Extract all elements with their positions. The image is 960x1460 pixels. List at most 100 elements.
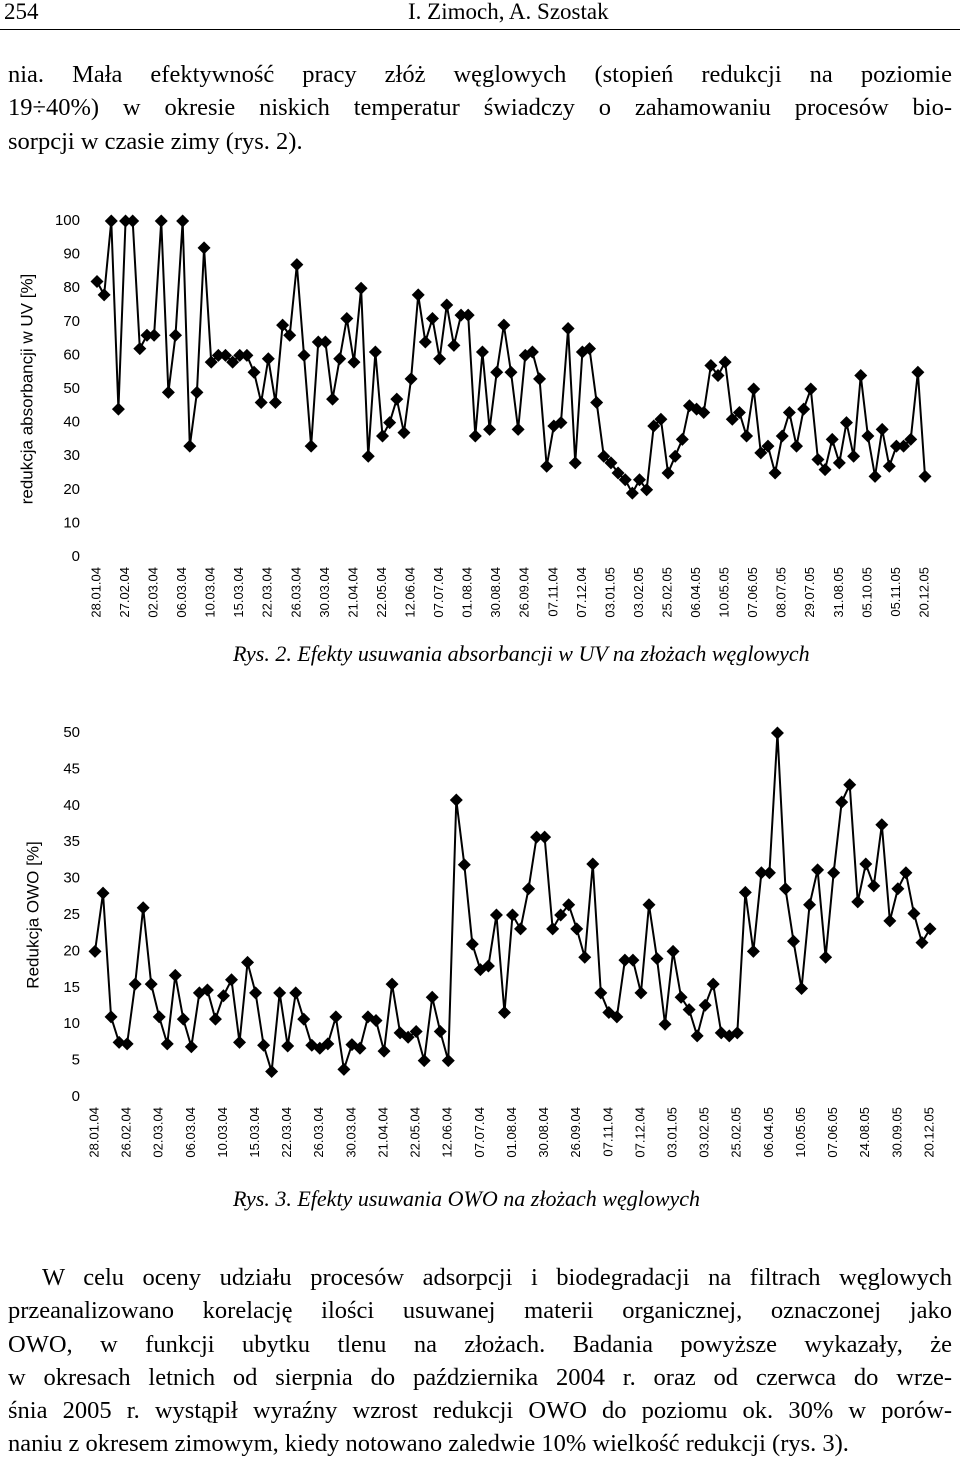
x-tick-label: 03.02.05 xyxy=(631,567,646,618)
data-point xyxy=(811,863,825,877)
x-tick-label: 21.04.04 xyxy=(375,1107,390,1158)
data-point xyxy=(706,977,720,991)
data-point xyxy=(625,486,639,500)
data-point xyxy=(918,469,932,483)
x-tick-label: 05.10.05 xyxy=(859,567,874,618)
data-point xyxy=(682,1003,696,1017)
data-point xyxy=(197,241,211,255)
data-point xyxy=(497,318,511,332)
data-point xyxy=(568,456,582,470)
data-point xyxy=(147,328,161,342)
x-tick-label: 12.06.04 xyxy=(440,1107,455,1158)
data-point xyxy=(640,483,654,497)
data-point xyxy=(257,1038,271,1052)
data-point xyxy=(390,392,404,406)
data-point xyxy=(825,432,839,446)
data-point xyxy=(161,385,175,399)
text-line: nia. Mała efektywność pracy złóż węglowy… xyxy=(8,61,952,88)
data-point xyxy=(152,1010,166,1024)
x-tick-label: 03.02.05 xyxy=(697,1107,712,1158)
data-point xyxy=(875,818,889,832)
text-line: OWO, w funkcji ubytku tlenu na złożach. … xyxy=(8,1330,952,1358)
x-tick-label: 06.03.04 xyxy=(174,567,189,618)
data-point xyxy=(658,1017,672,1031)
data-point xyxy=(775,429,789,443)
data-point xyxy=(226,355,240,369)
data-point xyxy=(383,416,397,430)
data-point xyxy=(233,1035,247,1049)
data-point xyxy=(119,214,133,228)
data-point xyxy=(96,886,110,900)
data-point xyxy=(376,429,390,443)
text-line: w okresach letnich od sierpnia do paździ… xyxy=(8,1363,952,1391)
data-point xyxy=(907,907,921,921)
data-point xyxy=(590,395,604,409)
data-point xyxy=(176,214,190,228)
data-point xyxy=(570,922,584,936)
data-point xyxy=(329,1010,343,1024)
text-line: W celu oceny udziału procesów adsorpcji … xyxy=(42,1264,952,1291)
data-point xyxy=(797,402,811,416)
x-tick-label: 10.05.05 xyxy=(793,1107,808,1158)
x-tick-label: 25.02.05 xyxy=(659,567,674,618)
data-point xyxy=(740,429,754,443)
data-point xyxy=(490,365,504,379)
data-point xyxy=(133,342,147,356)
data-point xyxy=(839,416,853,430)
data-point xyxy=(441,1054,455,1068)
x-tick-label: 15.03.04 xyxy=(231,567,246,618)
data-point xyxy=(522,882,536,896)
data-point xyxy=(762,866,776,880)
data-point xyxy=(604,456,618,470)
data-point xyxy=(525,345,539,359)
data-point xyxy=(506,908,519,922)
x-tick-label: 07.07.04 xyxy=(472,1107,487,1158)
x-tick-label: 20.12.05 xyxy=(916,567,931,618)
data-point xyxy=(111,402,125,416)
data-point xyxy=(128,977,142,991)
x-tick-label: 30.08.04 xyxy=(536,1107,551,1158)
x-tick-label: 30.09.05 xyxy=(889,1107,904,1158)
data-point xyxy=(790,439,804,453)
data-point xyxy=(632,473,646,487)
data-point xyxy=(538,830,552,844)
y-tick-label: 100 xyxy=(55,212,80,229)
x-tick-label: 28.01.04 xyxy=(88,567,103,618)
data-point xyxy=(698,998,712,1012)
data-point xyxy=(514,922,528,936)
data-point xyxy=(711,369,725,383)
data-point xyxy=(754,866,768,880)
data-point xyxy=(561,322,575,336)
data-point xyxy=(668,449,682,463)
data-point xyxy=(326,392,340,406)
data-point xyxy=(144,977,158,991)
x-tick-label: 06.04.05 xyxy=(688,567,703,618)
data-point xyxy=(540,459,554,473)
data-point xyxy=(618,953,632,967)
y-tick-label: 35 xyxy=(63,833,80,850)
data-point xyxy=(610,1010,624,1024)
x-tick-label: 22.05.04 xyxy=(374,567,389,618)
x-tick-label: 28.01.04 xyxy=(86,1107,101,1158)
data-point xyxy=(160,1037,174,1051)
y-tick-label: 20 xyxy=(63,481,80,498)
data-point xyxy=(337,1062,351,1076)
data-point xyxy=(654,412,668,426)
data-point xyxy=(675,432,689,446)
x-tick-label: 07.06.05 xyxy=(825,1107,840,1158)
data-point xyxy=(899,866,913,880)
x-tick-label: 08.07.05 xyxy=(774,567,789,618)
data-point xyxy=(268,395,282,409)
header-rule xyxy=(0,29,960,30)
y-tick-label: 70 xyxy=(63,313,80,330)
x-tick-label: 02.03.04 xyxy=(151,1107,166,1158)
data-point xyxy=(718,355,732,369)
data-point xyxy=(611,466,625,480)
data-point xyxy=(224,973,238,987)
x-tick-label: 03.01.05 xyxy=(665,1107,680,1158)
data-point xyxy=(200,983,214,997)
data-point xyxy=(489,908,503,922)
data-point xyxy=(738,885,752,899)
data-point xyxy=(261,352,275,366)
data-point xyxy=(112,1035,126,1049)
